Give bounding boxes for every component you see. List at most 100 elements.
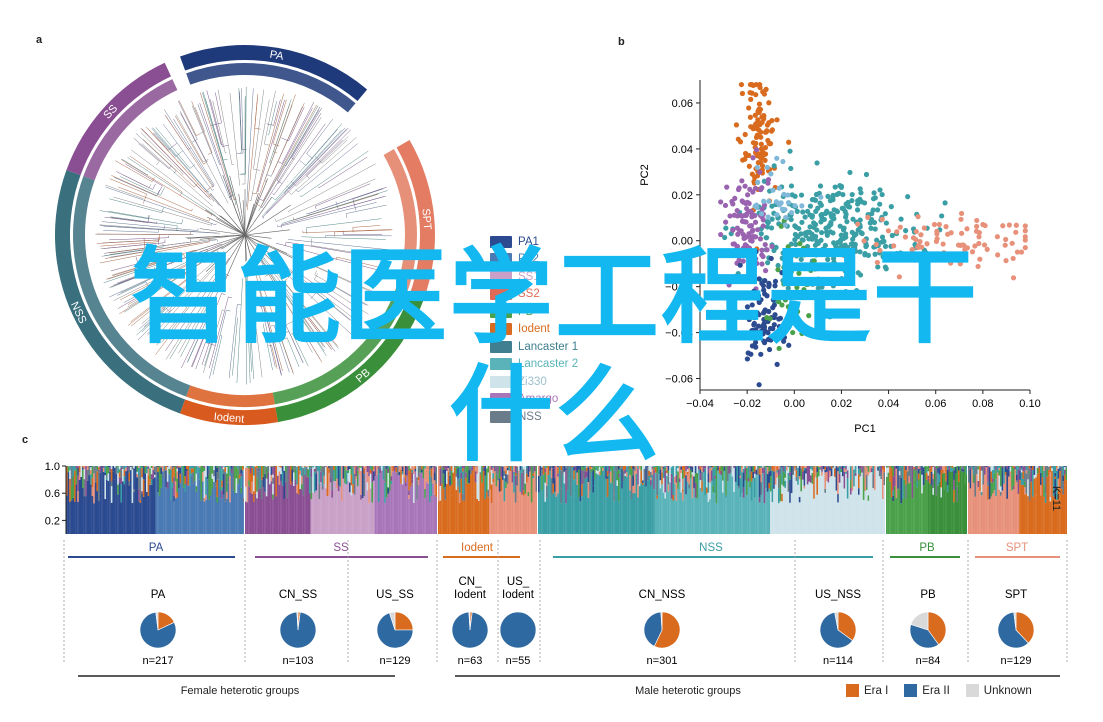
structure-bar-other <box>940 473 943 488</box>
structure-bar-other <box>853 469 855 487</box>
branch-82 <box>137 303 176 341</box>
y-axis-title: PC2 <box>640 164 651 185</box>
structure-bar-main <box>534 471 536 534</box>
structure-bar-main <box>838 482 841 534</box>
branch-arc-11 <box>221 293 226 296</box>
structure-bar-other <box>795 476 798 481</box>
scatter-point-4 <box>764 293 770 299</box>
structure-bar-other <box>961 466 963 469</box>
structure-bar-other <box>414 468 417 472</box>
structure-bar-other <box>213 466 215 471</box>
structure-bar-other <box>417 467 420 477</box>
structure-bar-main <box>462 500 464 534</box>
structure-bar-other <box>195 486 198 492</box>
structure-bar-other <box>387 472 390 488</box>
legend-label: Iodent <box>518 323 550 336</box>
scatter-point-4 <box>759 280 765 286</box>
structure-bar-other <box>195 473 198 487</box>
structure-bar-other <box>170 469 172 498</box>
structure-bar-main <box>803 488 806 534</box>
structure-bar-other <box>369 466 372 470</box>
structure-bar-main <box>70 500 73 534</box>
structure-bar-main <box>424 497 426 534</box>
structure-y-tick-label: 0.2 <box>45 515 60 527</box>
structure-bar-other <box>438 466 440 502</box>
branch-181 <box>201 331 214 365</box>
structure-bar-other <box>349 482 351 493</box>
scatter-point-5 <box>787 321 793 327</box>
structure-bar-main <box>450 495 453 534</box>
scatter-point-2 <box>921 265 927 272</box>
structure-bar-main <box>565 503 567 534</box>
branch-182 <box>315 292 351 321</box>
structure-bar-other <box>401 474 404 485</box>
structure-bar-other <box>851 466 854 491</box>
structure-bar-other <box>455 466 458 470</box>
structure-bar-main <box>542 497 545 534</box>
structure-bar-main <box>416 499 418 534</box>
structure-bar-other <box>498 466 501 479</box>
structure-bar-other <box>568 466 571 467</box>
structure-bar-other <box>310 477 313 492</box>
structure-bar-other <box>203 491 206 498</box>
structure-bar-other <box>696 472 699 499</box>
scatter-point-2 <box>1022 223 1028 229</box>
structure-bar-other <box>492 473 495 479</box>
branch-30 <box>141 252 225 324</box>
structure-y-tick-label: 1.0 <box>45 461 60 473</box>
structure-bar-other <box>916 466 919 467</box>
structure-bar-other <box>248 466 250 469</box>
scatter-point-2 <box>913 228 919 235</box>
structure-bar-other <box>505 474 507 482</box>
branch-5 <box>180 113 229 204</box>
structure-bar-other <box>529 466 531 472</box>
structure-bar-other <box>278 471 281 485</box>
structure-bar-other <box>331 490 334 498</box>
structure-bar-other <box>296 466 298 485</box>
scatter-point-1 <box>768 225 775 231</box>
structure-bar-other <box>1024 481 1026 488</box>
branch-227 <box>246 88 254 207</box>
structure-bar-other <box>718 467 721 474</box>
branch-arc-68 <box>143 237 146 249</box>
y-tick-label: 0.00 <box>672 236 693 248</box>
structure-bar-other <box>682 489 684 492</box>
structure-bar-other <box>840 469 843 473</box>
structure-bar-main <box>771 502 774 534</box>
scatter-point-4 <box>766 280 772 286</box>
scatter-point-0 <box>738 81 745 88</box>
structure-bar-main <box>421 472 423 534</box>
structure-bar-main <box>842 476 844 534</box>
structure-bar-other <box>126 466 129 471</box>
structure-bar-main <box>959 470 962 534</box>
structure-bar-other <box>505 466 507 471</box>
structure-bar-other <box>141 468 143 478</box>
structure-bar-other <box>1046 469 1049 477</box>
scatter-point-3 <box>759 261 765 267</box>
structure-bar-other <box>878 468 881 477</box>
structure-bar-other <box>638 469 641 487</box>
structure-bar-other <box>810 466 812 469</box>
pie-title: CN_NSS <box>639 589 686 601</box>
legend-item: SS2 <box>490 286 578 304</box>
structure-bar-other <box>662 468 665 479</box>
structure-bar-other <box>278 466 281 467</box>
structure-bar-other <box>926 466 928 470</box>
structure-bar-other <box>473 491 475 497</box>
structure-bar-main <box>1011 490 1013 534</box>
structure-bar-other <box>845 471 847 474</box>
structure-bar-other <box>390 476 393 481</box>
branch-93 <box>99 241 210 264</box>
branch-arc-71 <box>136 257 139 264</box>
structure-bar-other <box>1043 470 1045 485</box>
structure-bar-other <box>582 467 585 470</box>
structure-bar-other <box>83 469 86 480</box>
branch-arc-77 <box>211 188 214 191</box>
era-legend-item: Era I <box>846 684 888 697</box>
structure-bar-main <box>621 488 623 534</box>
scatter-point-1 <box>842 268 849 274</box>
branch-arc-215 <box>274 218 277 222</box>
branch-224 <box>232 317 238 376</box>
branch-arc-63 <box>265 274 269 277</box>
structure-bar-other <box>118 472 121 478</box>
